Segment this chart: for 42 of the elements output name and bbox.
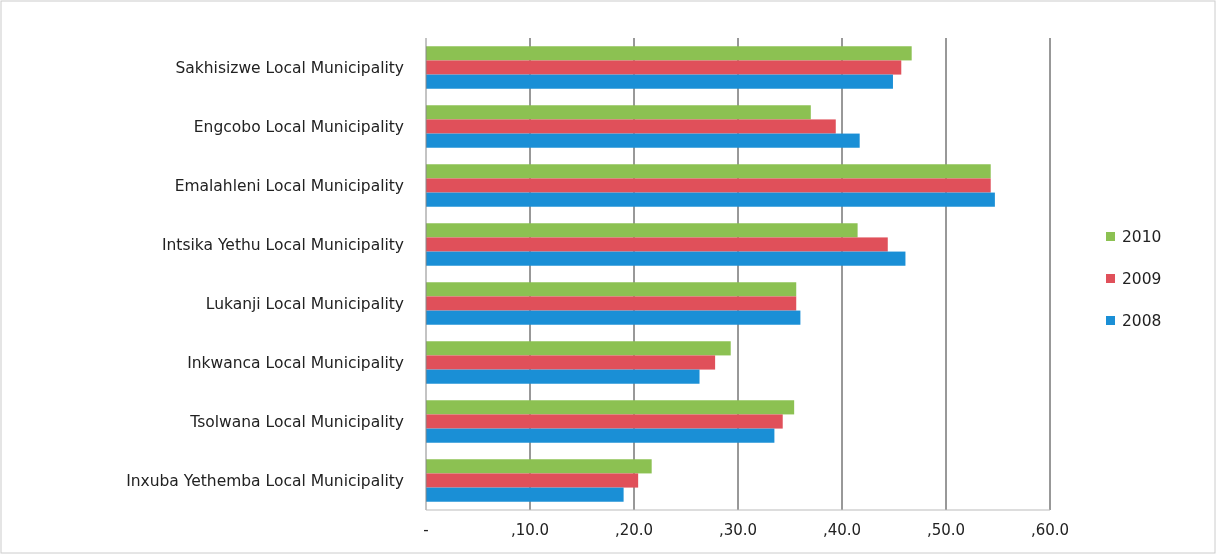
x-tick-label: ,30.0: [718, 521, 758, 539]
y-tick-label: Engcobo Local Municipality: [193, 117, 404, 136]
bar: [426, 459, 652, 474]
bar: [426, 428, 775, 443]
x-tick-label: ,60.0: [1030, 521, 1070, 539]
bar: [426, 282, 797, 297]
y-tick-label: Sakhisizwe Local Municipality: [175, 58, 404, 77]
x-tick-label: ,40.0: [822, 521, 862, 539]
bar: [426, 46, 912, 61]
bar: [426, 164, 991, 179]
bar: [426, 105, 811, 120]
x-tick-label: -: [423, 521, 429, 539]
bar: [426, 192, 995, 207]
bar: [426, 369, 700, 384]
bar: [426, 60, 902, 75]
bar: [426, 296, 797, 311]
legend-label: 2008: [1122, 312, 1162, 330]
bar: [426, 237, 888, 252]
bar: [426, 74, 893, 89]
legend-label: 2010: [1122, 228, 1162, 246]
y-tick-label: Emalahleni Local Municipality: [174, 176, 404, 195]
bar: [426, 251, 906, 266]
x-tick-label: ,10.0: [510, 521, 550, 539]
bar: [426, 473, 639, 488]
y-tick-label: Intsika Yethu Local Municipality: [161, 235, 404, 254]
bar: [426, 310, 801, 325]
y-tick-label: Lukanji Local Municipality: [205, 294, 404, 313]
bar: [426, 414, 783, 429]
bar: [426, 223, 858, 238]
x-tick-label: ,20.0: [614, 521, 654, 539]
bar: [426, 178, 991, 193]
x-tick-label: ,50.0: [926, 521, 966, 539]
bar: [426, 355, 716, 370]
legend-label: 2009: [1122, 270, 1162, 288]
bar: [426, 341, 731, 356]
bar: [426, 133, 860, 148]
y-tick-label: Inkwanca Local Municipality: [187, 353, 404, 372]
bar: [426, 119, 836, 134]
y-tick-label: Inxuba Yethemba Local Municipality: [126, 471, 404, 490]
y-tick-label: Tsolwana Local Municipality: [189, 412, 404, 431]
bar: [426, 400, 795, 415]
bar: [426, 487, 624, 502]
